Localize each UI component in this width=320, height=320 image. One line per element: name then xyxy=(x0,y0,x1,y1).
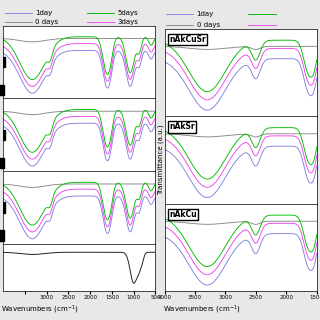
Text: 0 days: 0 days xyxy=(35,19,58,25)
Text: 1day: 1day xyxy=(196,11,214,17)
Text: Wavenumbers (cm$^{-1}$): Wavenumbers (cm$^{-1}$) xyxy=(163,304,241,316)
Text: nAkSr: nAkSr xyxy=(169,123,195,132)
Bar xyxy=(0,130,4,140)
Text: 3days: 3days xyxy=(117,19,138,25)
Text: Wavenumbers (cm$^{-1}$): Wavenumbers (cm$^{-1}$) xyxy=(1,304,79,316)
Bar xyxy=(0,202,4,213)
Bar xyxy=(0,158,4,168)
Text: 5days: 5days xyxy=(117,10,138,16)
Text: 1day: 1day xyxy=(35,10,52,16)
Text: nAkCu: nAkCu xyxy=(169,210,197,219)
Text: nAkCuSr: nAkCuSr xyxy=(169,35,206,44)
Bar xyxy=(0,230,4,241)
Bar xyxy=(0,57,4,67)
Text: 0 days: 0 days xyxy=(196,22,220,28)
Bar xyxy=(0,85,4,95)
Text: Transmittance (a.u.): Transmittance (a.u.) xyxy=(157,125,164,195)
